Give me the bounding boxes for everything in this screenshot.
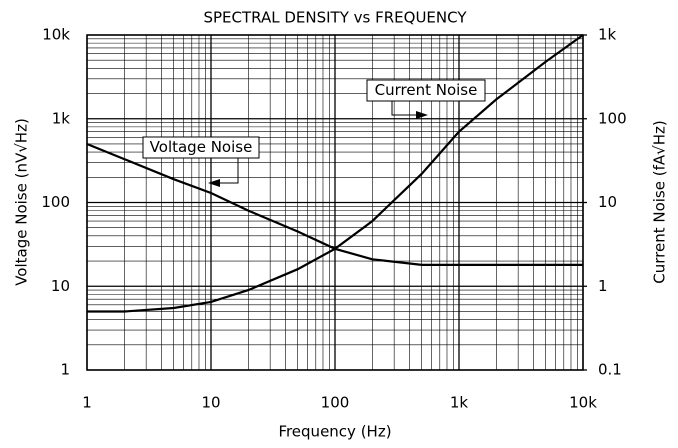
grid [86, 34, 587, 371]
y-tick-label: 10k [42, 26, 70, 44]
arrow [391, 101, 422, 116]
curves [86, 34, 584, 313]
plot-frame [86, 34, 584, 371]
x-tick-label: 100 [321, 394, 350, 412]
series-label: Current Noise [375, 81, 478, 99]
x-tick-label: 10 [201, 394, 220, 412]
arrow-head [208, 179, 220, 187]
y-tick-label: 1 [60, 361, 70, 379]
x-tick-label: 1k [450, 394, 469, 412]
y2-tick-label: 0.1 [598, 361, 622, 379]
series-line [87, 34, 584, 313]
y2-tick-label: 10 [598, 193, 617, 211]
y2-tick-label: 1k [598, 26, 617, 44]
y-axis-label: Voltage Noise (nV√Hz) [13, 118, 31, 286]
y-tick-label: 10 [51, 277, 70, 295]
y-tick-label: 1k [52, 109, 71, 127]
y-tick-label: 100 [41, 193, 70, 211]
label-box [366, 79, 486, 102]
chart-title: SPECTRAL DENSITY vs FREQUENCY [203, 9, 467, 27]
annotations: Voltage Noise Current Noise [142, 79, 486, 187]
x-tick-label: 10k [569, 394, 597, 412]
arrow [212, 158, 239, 184]
arrow-head [416, 111, 428, 119]
label-box [142, 136, 260, 159]
y2-tick-label: 100 [598, 109, 627, 127]
y2-axis-label: Current Noise (fA√Hz) [651, 120, 669, 283]
series-label: Voltage Noise [150, 138, 253, 156]
y2-tick-label: 1 [598, 277, 608, 295]
x-axis-label: Frequency (Hz) [278, 423, 391, 441]
x-tick-label: 1 [82, 394, 92, 412]
